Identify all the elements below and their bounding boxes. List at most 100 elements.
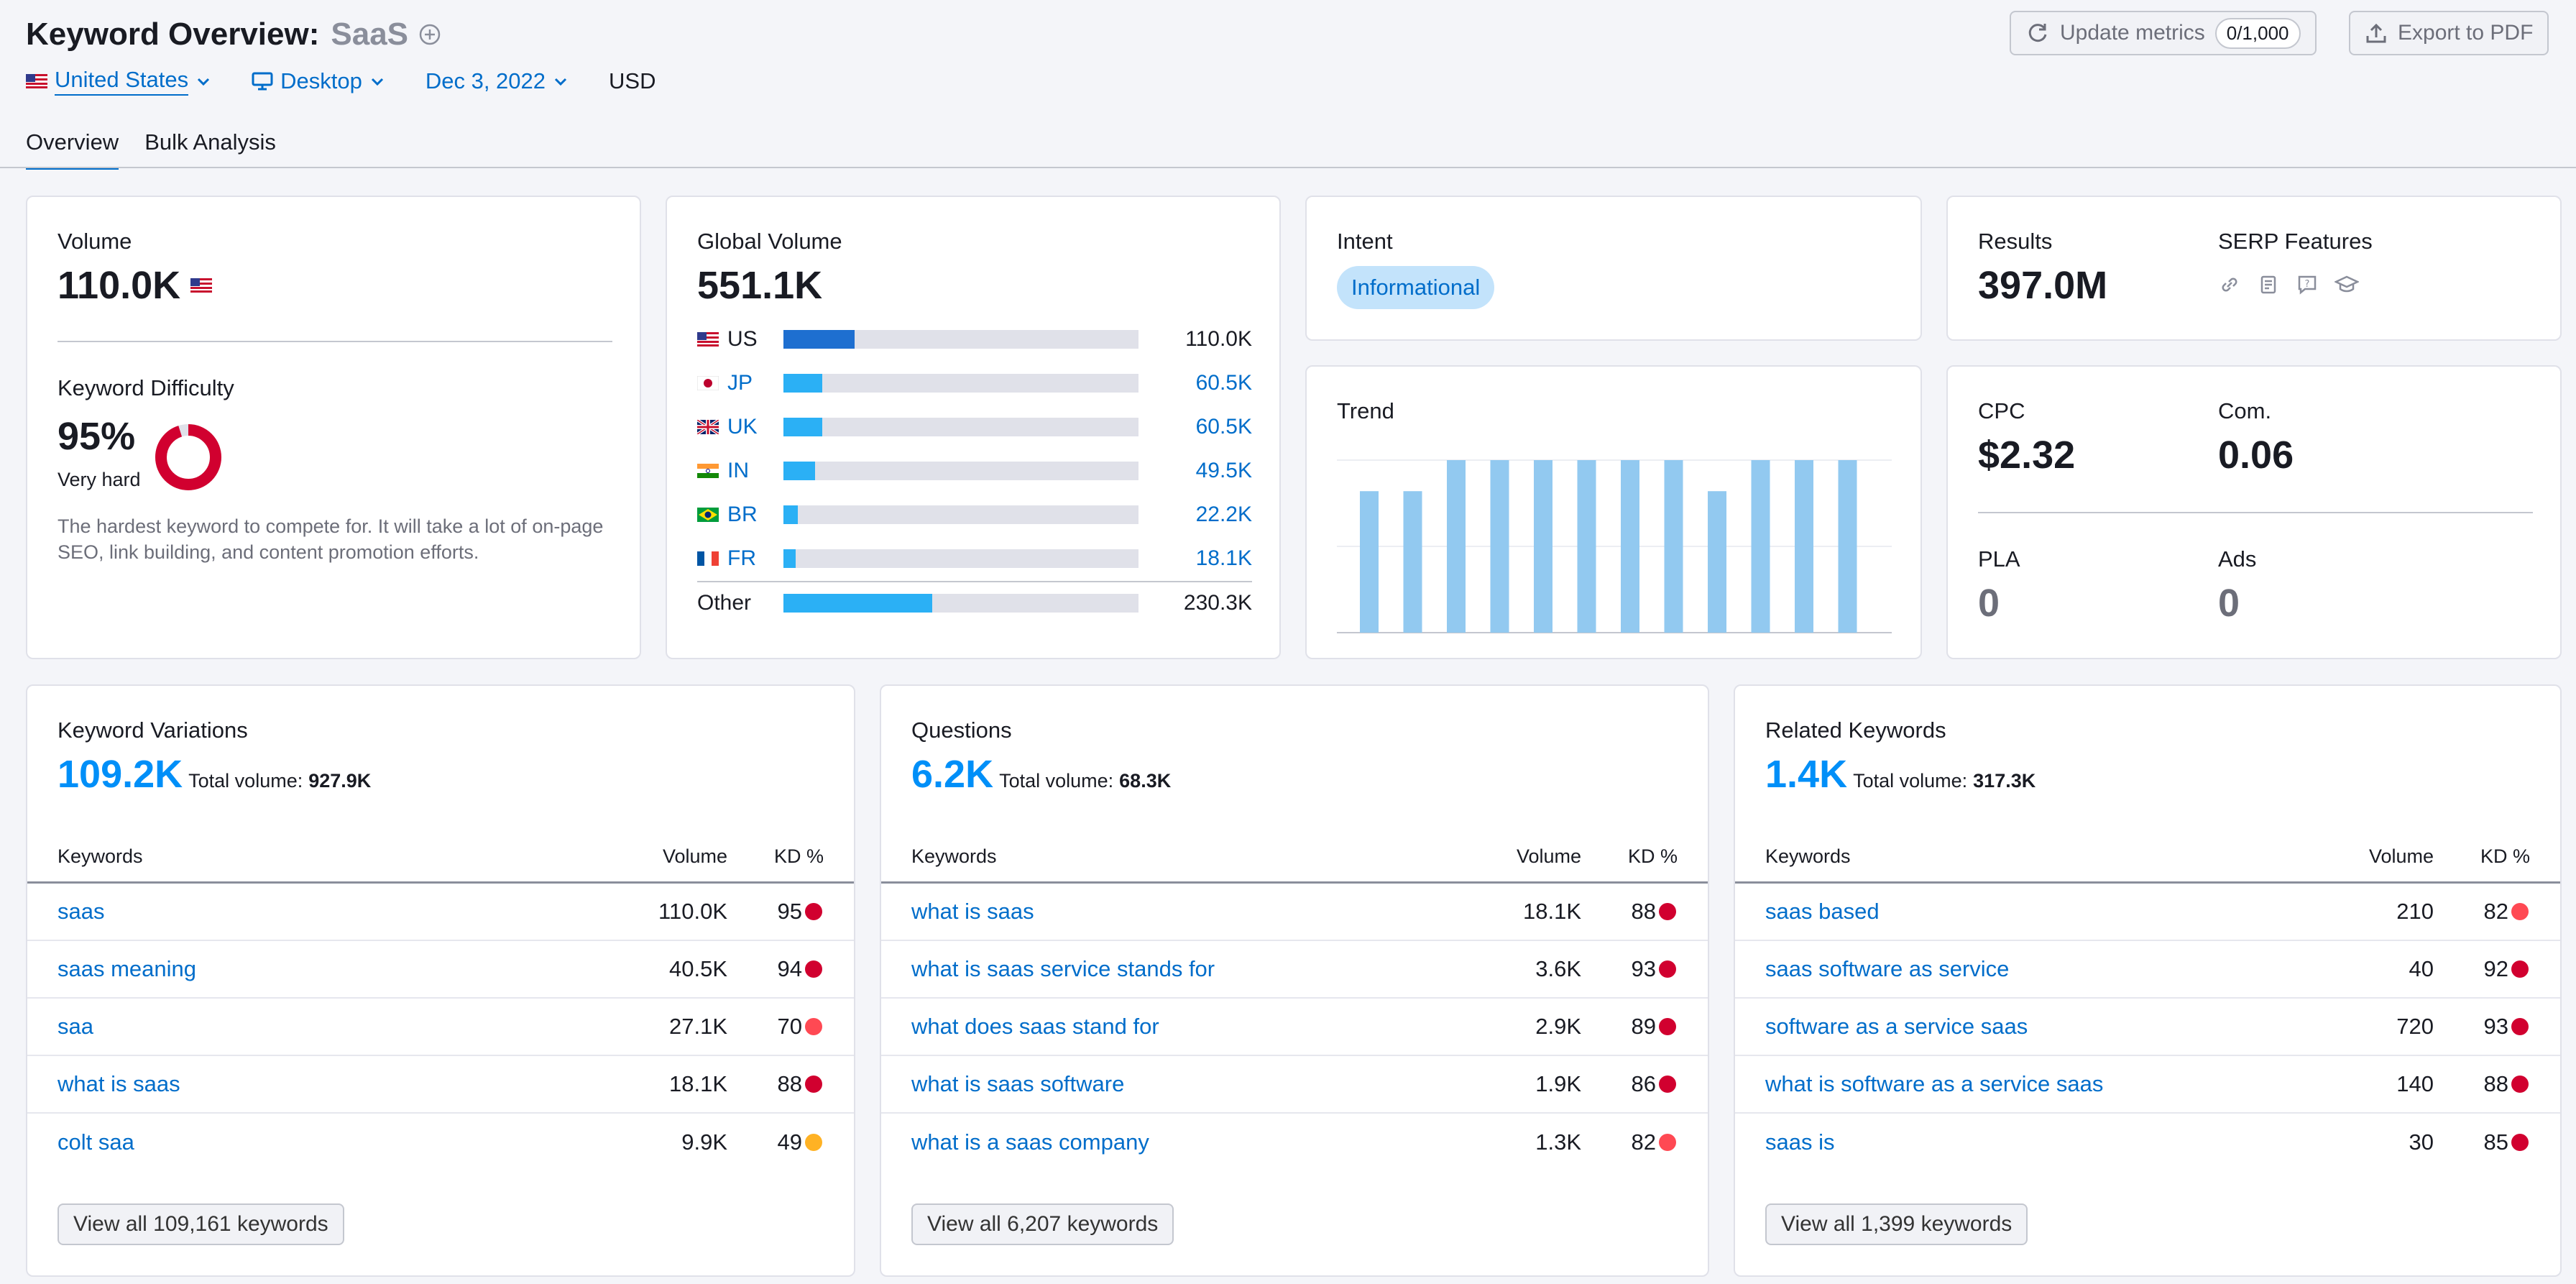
gv-value: 230.3K [1183,591,1252,615]
fr-flag-icon [697,551,719,566]
panel-title: Questions [911,717,1012,743]
chevron-down-icon [371,78,383,86]
device-selector[interactable]: Desktop [252,68,385,94]
total-volume-label: Total volume: [188,770,303,792]
keyword-link[interactable]: saas software as service [1765,956,2010,981]
panel-count[interactable]: 1.4K [1765,753,1848,796]
gv-value: 18.1K [1195,546,1252,570]
keyword-link[interactable]: what is saas service stands for [911,956,1215,981]
view-all-button[interactable]: View all 1,399 keywords [1765,1203,2028,1245]
keyword-link[interactable]: saa [58,1014,93,1039]
gv-bar [783,418,1138,436]
global-volume-list: US 110.0K JP 60.5K UK 60.5K IN [697,326,1252,628]
col-volume: Volume [2368,845,2434,867]
keyword-link[interactable]: saas is [1765,1129,1835,1155]
gv-country-code: US [727,327,758,351]
trend-card: Trend [1305,365,1922,659]
kd-dot [805,1076,822,1093]
keyword-link[interactable]: what is saas software [911,1071,1125,1096]
keyword-link[interactable]: saas [58,899,105,924]
keyword-link[interactable]: saas meaning [58,956,197,981]
gv-value: 60.5K [1195,371,1252,395]
keyword-link[interactable]: software as a service saas [1765,1014,2028,1039]
row-volume: 27.1K [668,1014,727,1039]
gv-row-fr[interactable]: FR 18.1K [697,546,1252,572]
tab-overview[interactable]: Overview [26,129,119,170]
global-volume-card: Global Volume 551.1K US 110.0K JP 60.5K … [666,196,1281,659]
gv-country: Other [697,591,783,615]
keyword-link[interactable]: what is saas [58,1071,180,1096]
gv-country: IN [697,459,783,483]
gv-bar [783,594,1138,613]
kd-dot [1659,1018,1676,1035]
gv-row-jp[interactable]: JP 60.5K [697,370,1252,396]
keyword-link[interactable]: what is saas [911,899,1034,924]
trend-bar [1664,460,1683,633]
gv-bar-fill [783,418,823,436]
cpc-card: CPC $2.32 Com. 0.06 PLA 0 Ads 0 [1946,365,2562,659]
trend-bar [1621,460,1639,633]
panel-count[interactable]: 6.2K [911,753,994,796]
gv-bar-fill [783,462,816,480]
trend-bar [1490,460,1509,633]
panel-count[interactable]: 109.2K [58,753,183,796]
gv-bar-fill [783,374,823,393]
add-to-list-icon[interactable] [418,23,441,46]
kd-dot [2511,903,2529,920]
table-row: saas is 30 85 [1735,1114,2560,1171]
intent-card: Intent Informational [1305,196,1922,341]
gv-row-uk[interactable]: UK 60.5K [697,414,1252,440]
row-kd: 88 [1631,899,1656,924]
pla-label: PLA [1978,546,2020,572]
gv-value: 49.5K [1195,459,1252,482]
page-title: Keyword Overview: [26,17,320,52]
gv-bar-fill [783,505,798,524]
keyword-variations-panel: Keyword Variations 109.2K Total volume: … [26,684,855,1277]
gv-row-in[interactable]: IN 49.5K [697,458,1252,484]
keyword-link[interactable]: saas based [1765,899,1880,924]
keyword-link[interactable]: what does saas stand for [911,1014,1159,1039]
keyword-link[interactable]: what is software as a service saas [1765,1071,2104,1096]
view-all-button[interactable]: View all 109,161 keywords [58,1203,344,1245]
tabs-bar: Overview Bulk Analysis [26,129,302,170]
related-keywords-panel: Related Keywords 1.4K Total volume: 317.… [1734,684,2562,1277]
gv-country: JP [697,371,783,395]
kd-dot [2511,960,2529,978]
tab-bulk-analysis[interactable]: Bulk Analysis [144,129,276,155]
svg-text:?: ? [2305,279,2310,290]
kd-donut-arc [155,424,221,490]
gv-bar-fill [783,594,933,613]
row-volume: 40.5K [668,956,727,981]
row-volume: 110.0K [658,899,727,924]
com-value: 0.06 [2218,434,2294,477]
results-card: Results 397.0M SERP Features ? [1946,196,2562,341]
country-selector[interactable]: United States [26,67,211,96]
update-metrics-button[interactable]: Update metrics 0/1,000 [2010,11,2317,55]
table-row: what is saas 18.1K 88 [27,1056,854,1114]
questions-panel: Questions 6.2K Total volume: 68.3K Keywo… [880,684,1709,1277]
trend-label: Trend [1337,398,1394,423]
date-selector[interactable]: Dec 3, 2022 [426,68,569,94]
br-flag-icon [697,508,719,522]
trend-bar [1838,460,1857,633]
trend-chart [1337,459,1892,633]
view-all-button[interactable]: View all 6,207 keywords [911,1203,1174,1245]
gv-row-other: Other 230.3K [697,590,1252,616]
kd-dot [805,1134,822,1151]
keyword-link[interactable]: colt saa [58,1129,134,1155]
col-volume: Volume [662,845,727,867]
keyword-link[interactable]: what is a saas company [911,1129,1149,1155]
gv-row-br[interactable]: BR 22.2K [697,502,1252,528]
row-kd: 85 [2483,1129,2508,1155]
kd-value: 95% [58,415,136,458]
gv-country: US [697,327,783,352]
export-pdf-button[interactable]: Export to PDF [2349,11,2549,55]
table-header-divider [1735,881,2560,884]
us-flag-icon [190,278,213,293]
row-volume: 18.1K [1522,899,1581,924]
row-volume: 210 [2396,899,2434,924]
gv-country: BR [697,503,783,527]
gv-country-code: JP [727,371,753,395]
total-volume-label: Total volume: [1853,770,1968,792]
gv-bar [783,330,1138,349]
